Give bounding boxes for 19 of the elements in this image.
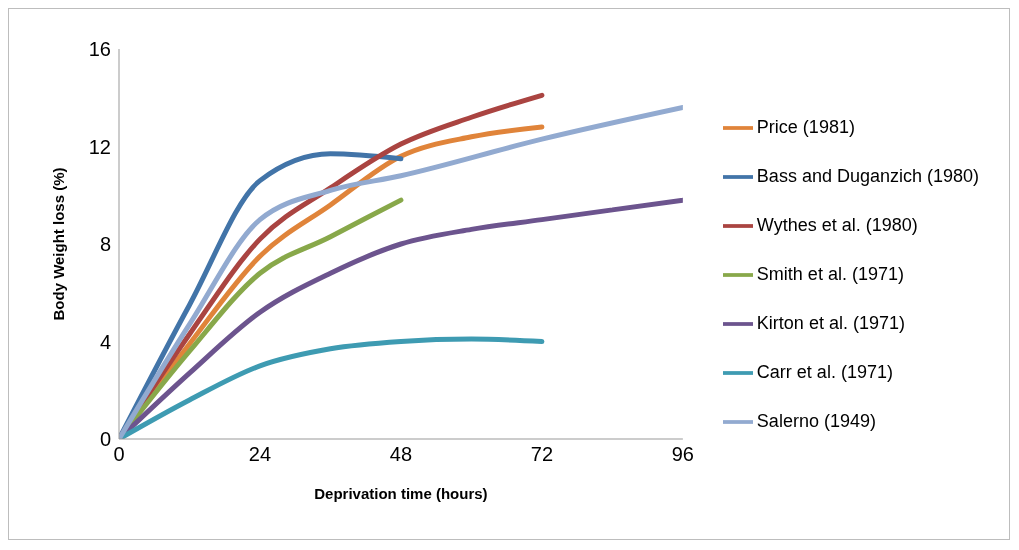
x-tick-label: 0	[113, 443, 125, 466]
x-tick-label: 48	[389, 443, 413, 466]
y-axis-title: Body Weight loss (%)	[50, 167, 68, 321]
y-tick-label: 0	[99, 428, 111, 451]
legend-label: Price (1981)	[756, 116, 855, 137]
x-tick-label: 96	[671, 443, 694, 466]
x-axis-title: Deprivation time (hours)	[314, 485, 488, 502]
legend-label: Bass and Duganzich (1980)	[756, 165, 979, 186]
legend-label: Wythes et al. (1980)	[756, 214, 918, 235]
legend-label: Smith et al. (1971)	[756, 263, 904, 284]
legend-label: Carr et al. (1971)	[756, 361, 893, 382]
legend-label: Salerno (1949)	[756, 410, 876, 431]
y-tick-label: 4	[99, 330, 111, 353]
y-tick-label: 8	[99, 233, 111, 256]
x-tick-label: 72	[530, 443, 554, 466]
x-tick-label: 24	[248, 443, 272, 466]
y-tick-label: 12	[88, 135, 111, 158]
legend-label: Kirton et al. (1971)	[756, 312, 905, 333]
y-tick-label: 16	[88, 38, 111, 61]
